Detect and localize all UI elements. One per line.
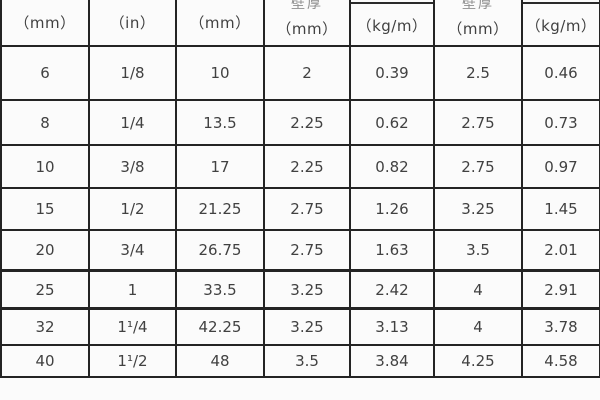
table-row: 40 1¹/2 48 3.5 3.84 4.25 4.58	[0, 344, 600, 378]
table-row: 6 1/8 10 2 0.39 2.5 0.46	[0, 45, 600, 101]
header-row: （mm） （in） （mm） 壁厚 （mm） （kg/m） 壁厚 （mm） （k…	[0, 0, 600, 47]
table-cell: 1.63	[349, 229, 435, 272]
table-cell: 0.97	[521, 144, 600, 189]
table-cell: 15	[0, 187, 90, 231]
table-cell: 2.01	[521, 229, 600, 272]
table-cell: 10	[175, 45, 265, 101]
table-row: 20 3/4 26.75 2.75 1.63 3.5 2.01	[0, 229, 600, 272]
table-row: 15 1/2 21.25 2.75 1.26 3.25 1.45	[0, 187, 600, 231]
table-cell: 0.62	[349, 99, 435, 146]
table-cell: 21.25	[175, 187, 265, 231]
table-cell: 3.5	[263, 344, 351, 378]
table-cell: 1/4	[88, 99, 177, 146]
header-cell-wall-thickness-2: 壁厚 （mm）	[433, 0, 523, 47]
table-cell: 4	[433, 269, 523, 310]
table-cell: 3.25	[433, 187, 523, 231]
table-cell: 3.25	[263, 307, 351, 346]
table-cell: 13.5	[175, 99, 265, 146]
table-cell: 0.73	[521, 99, 600, 146]
table-cell: 2.75	[433, 144, 523, 189]
header-label: （mm）	[189, 14, 251, 32]
wall-thickness-label: 壁厚	[462, 0, 494, 12]
header-label: （mm）	[276, 20, 338, 38]
table-cell: 10	[0, 144, 90, 189]
table-cell: 25	[0, 269, 90, 310]
header-cell-weight-2: （kg/m）	[521, 0, 600, 47]
table-row: 8 1/4 13.5 2.25 0.62 2.75 0.73	[0, 99, 600, 146]
table-cell: 3/8	[88, 144, 177, 189]
table-cell: 26.75	[175, 229, 265, 272]
header-top-rule	[523, 2, 599, 4]
table-cell: 2.25	[263, 144, 351, 189]
table-cell: 1.26	[349, 187, 435, 231]
table-cell: 1.45	[521, 187, 600, 231]
header-cell-od-mm: （mm）	[175, 0, 265, 47]
header-cell-dn-in: （in）	[88, 0, 177, 47]
table-cell: 0.39	[349, 45, 435, 101]
table-cell: 0.46	[521, 45, 600, 101]
table-cell: 4.25	[433, 344, 523, 378]
table-cell: 2.91	[521, 269, 600, 310]
pipe-spec-table: （mm） （in） （mm） 壁厚 （mm） （kg/m） 壁厚 （mm） （k…	[0, 0, 600, 378]
table-cell: 4	[433, 307, 523, 346]
table-row: 25 1 33.5 3.25 2.42 4 2.91	[0, 269, 600, 310]
header-label: （mm）	[447, 20, 509, 38]
table-cell: 2.42	[349, 269, 435, 310]
table-cell: 3/4	[88, 229, 177, 272]
table-cell: 17	[175, 144, 265, 189]
table-cell: 40	[0, 344, 90, 378]
table-cell: 0.82	[349, 144, 435, 189]
header-label: （mm）	[14, 14, 76, 32]
header-label: （in）	[109, 14, 156, 32]
table-cell: 1¹/4	[88, 307, 177, 346]
table-cell: 8	[0, 99, 90, 146]
table-cell: 1	[88, 269, 177, 310]
header-cell-weight-1: （kg/m）	[349, 0, 435, 47]
table-cell: 2.25	[263, 99, 351, 146]
table-row: 10 3/8 17 2.25 0.82 2.75 0.97	[0, 144, 600, 189]
header-label: （kg/m）	[525, 17, 597, 35]
table-cell: 2.75	[263, 229, 351, 272]
table-cell: 20	[0, 229, 90, 272]
header-label: （kg/m）	[356, 17, 428, 35]
table-row: 32 1¹/4 42.25 3.25 3.13 4 3.78	[0, 307, 600, 346]
table-cell: 3.25	[263, 269, 351, 310]
table-cell: 3.13	[349, 307, 435, 346]
table-cell: 42.25	[175, 307, 265, 346]
table-cell: 3.84	[349, 344, 435, 378]
table-cell: 3.78	[521, 307, 600, 346]
table-cell: 3.5	[433, 229, 523, 272]
table-cell: 2.5	[433, 45, 523, 101]
table-cell: 1/8	[88, 45, 177, 101]
table-cell: 2.75	[433, 99, 523, 146]
table-cell: 1¹/2	[88, 344, 177, 378]
table-cell: 6	[0, 45, 90, 101]
table-cell: 33.5	[175, 269, 265, 310]
table-cell: 2	[263, 45, 351, 101]
wall-thickness-label: 壁厚	[291, 0, 323, 12]
header-top-rule	[351, 2, 433, 4]
table-cell: 1/2	[88, 187, 177, 231]
table-cell: 32	[0, 307, 90, 346]
header-cell-wall-thickness-1: 壁厚 （mm）	[263, 0, 351, 47]
table-cell: 2.75	[263, 187, 351, 231]
table-cell: 48	[175, 344, 265, 378]
table-cell: 4.58	[521, 344, 600, 378]
header-cell-dn-mm: （mm）	[0, 0, 90, 47]
